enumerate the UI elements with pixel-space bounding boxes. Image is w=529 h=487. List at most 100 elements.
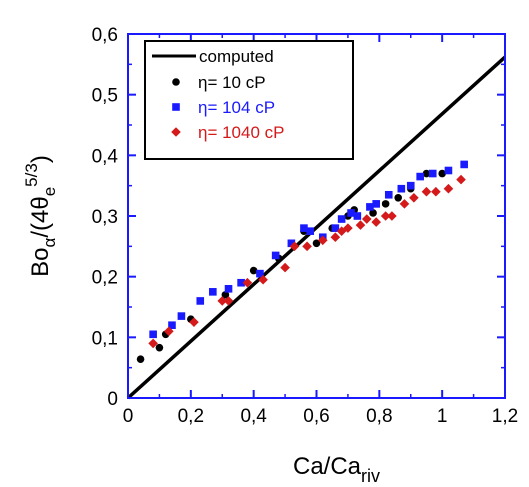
- data-point: [336, 226, 347, 236]
- data-point: [456, 174, 466, 185]
- x-tick-label: 0,6: [303, 406, 329, 427]
- data-point: [406, 181, 415, 190]
- y-tick-label: 0,1: [92, 328, 118, 349]
- x-tick-label: 0,2: [178, 406, 204, 427]
- data-point: [416, 172, 424, 181]
- data-point: [258, 274, 268, 285]
- data-point: [394, 194, 402, 202]
- legend-marker: [172, 103, 180, 111]
- data-point: [306, 227, 315, 235]
- data-point: [242, 277, 253, 288]
- data-point: [209, 288, 217, 296]
- data-point: [343, 223, 353, 233]
- data-point: [384, 190, 393, 199]
- legend: computed η= 10 cP η= 104 cP η= 1040 cP: [144, 40, 354, 160]
- y-tick-label: 0,3: [92, 207, 118, 228]
- data-point: [331, 224, 340, 232]
- data-point: [422, 169, 431, 178]
- plot-content: [126, 55, 507, 400]
- data-point: [369, 209, 377, 217]
- ylabel-theta: /(4θ: [27, 196, 54, 237]
- legend-marker: [172, 78, 180, 86]
- data-point: [256, 269, 264, 278]
- data-point: [409, 193, 419, 203]
- ylabel-bo: Bo: [27, 247, 54, 276]
- ylabel-e: e: [40, 187, 59, 196]
- y-tick-label: 0,4: [92, 146, 119, 167]
- data-point: [177, 312, 186, 320]
- y-tick-label: 0: [107, 389, 118, 410]
- data-point: [196, 297, 205, 305]
- data-point: [438, 169, 446, 178]
- data-point: [237, 278, 245, 287]
- ylabel-exponent: 5/3: [22, 163, 41, 187]
- data-point: [347, 209, 355, 217]
- data-point: [372, 200, 380, 208]
- y-tick-label: 0,5: [92, 86, 118, 107]
- data-point: [428, 169, 437, 178]
- series-square: [149, 160, 468, 339]
- x-axis-title: Ca/Cariv: [293, 453, 380, 486]
- computed-line: [126, 55, 507, 400]
- data-point: [397, 184, 406, 193]
- legend-label-computed: computed: [199, 47, 274, 66]
- legend-marker: [171, 127, 181, 137]
- y-tick-label: 0,2: [92, 268, 118, 289]
- xlabel-main: Ca/Ca: [293, 453, 362, 480]
- xlabel-sub: riv: [361, 466, 380, 486]
- data-point: [421, 186, 432, 197]
- x-tick-label: 0,8: [366, 406, 392, 427]
- data-point: [149, 330, 157, 339]
- data-point: [366, 203, 374, 211]
- data-point: [224, 285, 233, 293]
- data-point: [380, 211, 391, 221]
- data-point: [300, 224, 308, 232]
- data-point: [353, 212, 362, 220]
- y-tick-label: 0,6: [92, 25, 118, 46]
- x-tick-label: 1: [437, 406, 448, 427]
- x-tick-label: 0: [123, 406, 134, 427]
- legend-label: η= 10 cP: [198, 73, 266, 92]
- data-point: [189, 317, 199, 327]
- data-point: [355, 220, 366, 230]
- data-point: [361, 214, 372, 224]
- data-point: [289, 241, 300, 252]
- data-point: [330, 232, 341, 243]
- series-diamond: [148, 174, 466, 349]
- x-tick-label: 0,4: [240, 406, 267, 427]
- series-circle: [136, 169, 446, 363]
- data-point: [312, 239, 321, 248]
- data-point: [337, 215, 346, 223]
- x-tick-label: 1,2: [492, 406, 518, 427]
- data-point: [443, 183, 454, 194]
- data-point: [221, 291, 230, 299]
- ylabel-close: ): [27, 155, 54, 163]
- data-point: [317, 235, 328, 246]
- data-point: [136, 355, 145, 363]
- data-point: [371, 217, 381, 227]
- data-point: [460, 160, 468, 169]
- data-point: [168, 321, 176, 329]
- legend-box: [144, 40, 354, 160]
- data-point: [223, 296, 234, 306]
- y-axis-title: Boα/(4θe5/3): [22, 155, 59, 277]
- data-point: [381, 200, 390, 208]
- legend-label: η= 1040 cP: [198, 123, 285, 142]
- data-point: [431, 186, 441, 197]
- data-point: [148, 338, 158, 349]
- axis-ticks: 0 0,2 0,4 0,6 0,8 1 1,2 0 0,1 0,2 0,3 0,4 0,5 0,6: [92, 25, 519, 427]
- data-point: [387, 211, 397, 221]
- data-point: [155, 343, 164, 352]
- ylabel-alpha: α: [40, 237, 59, 247]
- legend-label: η= 104 cP: [198, 98, 275, 117]
- data-point: [271, 251, 280, 260]
- data-point: [444, 166, 453, 175]
- data-point: [217, 296, 228, 306]
- data-point: [249, 266, 258, 275]
- data-point: [399, 199, 410, 209]
- data-point: [287, 239, 296, 248]
- data-point: [164, 326, 174, 337]
- data-point: [280, 262, 290, 273]
- data-point: [302, 241, 312, 252]
